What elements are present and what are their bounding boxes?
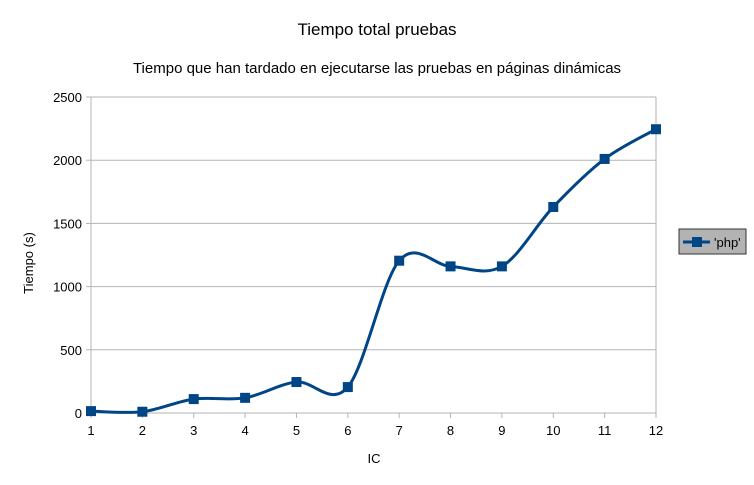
data-point-marker: [137, 406, 148, 417]
grid-lines: [91, 96, 656, 351]
legend-label: 'php': [714, 235, 741, 250]
chart-subtitle: Tiempo que han tardado en ejecutarse las…: [133, 60, 621, 77]
y-axis-label: Tiempo (s): [21, 232, 36, 294]
y-axis-ticks: 0 500 1000 1500 2000 2500: [53, 90, 91, 421]
x-axis-ticks: 1 2 3 4 5 6 7 8 9 10 11 12: [87, 413, 663, 438]
x-tick-label: 7: [396, 423, 403, 438]
x-tick-label: 10: [546, 423, 560, 438]
x-tick-label: 11: [598, 423, 612, 438]
legend: 'php': [678, 228, 747, 255]
data-point-marker: [394, 255, 405, 266]
series-line: [90, 127, 657, 414]
data-point-marker: [496, 261, 507, 272]
axes: [90, 97, 657, 414]
legend-marker-swatch: [692, 237, 702, 247]
y-tick-label: 1000: [53, 280, 82, 295]
y-tick-label: 2000: [53, 153, 82, 168]
x-tick-label: 9: [498, 423, 505, 438]
x-tick-label: 5: [293, 423, 300, 438]
data-point-marker: [240, 392, 251, 403]
data-point-marker: [599, 153, 610, 164]
data-point-marker: [342, 382, 353, 393]
data-point-marker: [86, 406, 96, 417]
x-tick-label: 6: [344, 423, 351, 438]
data-point-marker: [445, 261, 456, 272]
y-tick-label: 1500: [53, 216, 82, 231]
chart-title: Tiempo total pruebas: [297, 20, 456, 39]
data-point-marker: [651, 124, 661, 135]
data-point-marker: [291, 377, 302, 388]
data-point-marker: [548, 201, 559, 212]
x-tick-label: 1: [87, 423, 94, 438]
x-tick-label: 12: [649, 423, 663, 438]
x-tick-label: 8: [447, 423, 454, 438]
y-tick-label: 0: [75, 406, 82, 421]
y-tick-label: 2500: [53, 90, 82, 105]
x-tick-label: 4: [241, 423, 248, 438]
series-group: [86, 124, 661, 417]
x-tick-label: 2: [139, 423, 146, 438]
x-tick-label: 3: [190, 423, 197, 438]
x-axis-label: IC: [368, 451, 381, 466]
y-tick-label: 500: [60, 343, 82, 358]
data-point-marker: [188, 394, 199, 405]
